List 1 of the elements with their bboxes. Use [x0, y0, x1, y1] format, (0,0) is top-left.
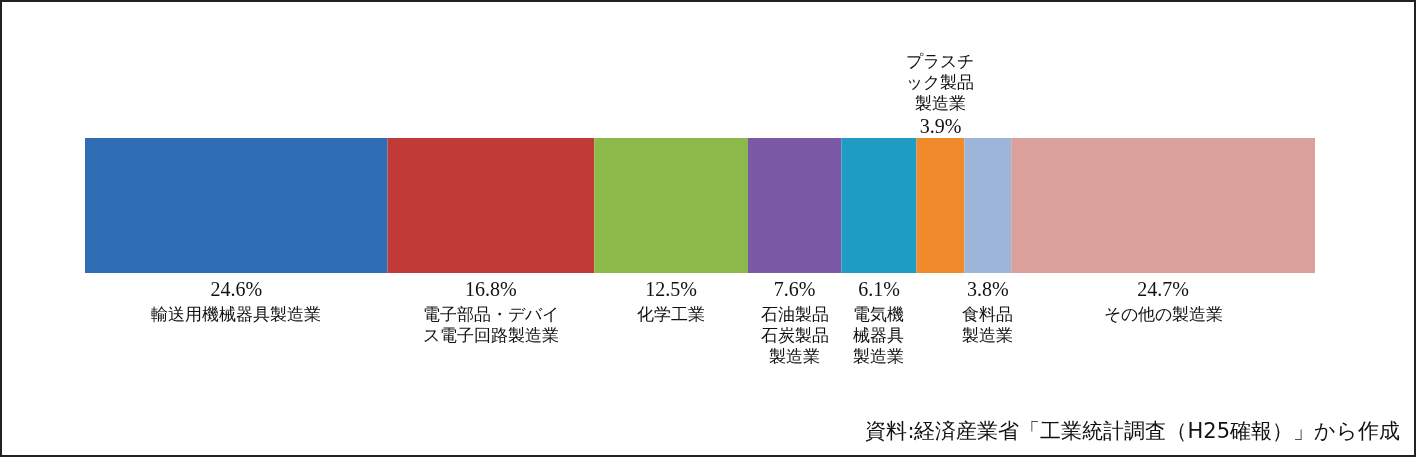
text: 資料:経済産業省「工業統計調査（H25確報）」から作成: [865, 419, 1400, 443]
